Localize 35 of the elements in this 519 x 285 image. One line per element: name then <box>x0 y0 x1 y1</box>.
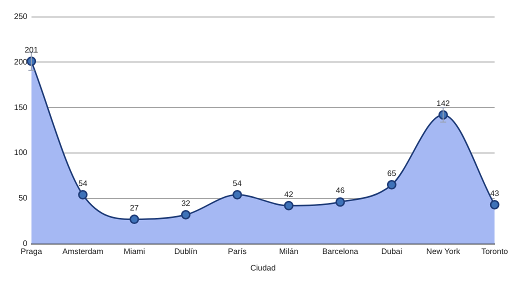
x-tick-label: Dubai <box>381 246 402 256</box>
point <box>181 210 191 220</box>
x-tick-label: Amsterdam <box>62 246 104 256</box>
point <box>130 214 140 224</box>
point <box>78 190 88 200</box>
y-tick-label: 150 <box>14 102 28 112</box>
y-tick-label: 250 <box>14 12 28 22</box>
data-label: 54 <box>232 178 242 188</box>
x-tick-label: París <box>228 246 247 256</box>
x-tick-label: New York <box>426 246 462 256</box>
x-tick-label: Dublín <box>174 246 198 256</box>
x-tick-label: Toronto <box>481 246 509 256</box>
data-label: 43 <box>490 188 500 198</box>
y-tick-label: 100 <box>14 148 28 158</box>
y-tick-label: 50 <box>18 194 28 203</box>
data-label: 201 <box>24 45 39 54</box>
x-axis-title: Ciudad <box>250 263 276 272</box>
y-tick-label: 0 <box>22 239 28 248</box>
point <box>490 200 500 210</box>
data-label: 54 <box>78 178 88 188</box>
point <box>386 180 396 190</box>
x-tick-label: Milán <box>279 246 298 256</box>
point <box>284 200 294 210</box>
point <box>232 190 242 200</box>
data-label: 65 <box>387 168 397 178</box>
data-label: 42 <box>284 190 294 199</box>
y-tick-label: 200 <box>14 57 28 66</box>
x-tick-label: Miami <box>124 246 146 256</box>
data-label: 142 <box>436 99 450 108</box>
x-tick-label: Praga <box>20 246 43 256</box>
point <box>335 197 345 207</box>
data-label: 32 <box>181 198 191 208</box>
data-label: 27 <box>130 203 140 212</box>
x-tick-label: Barcelona <box>322 246 359 256</box>
data-label: 46 <box>336 186 346 196</box>
